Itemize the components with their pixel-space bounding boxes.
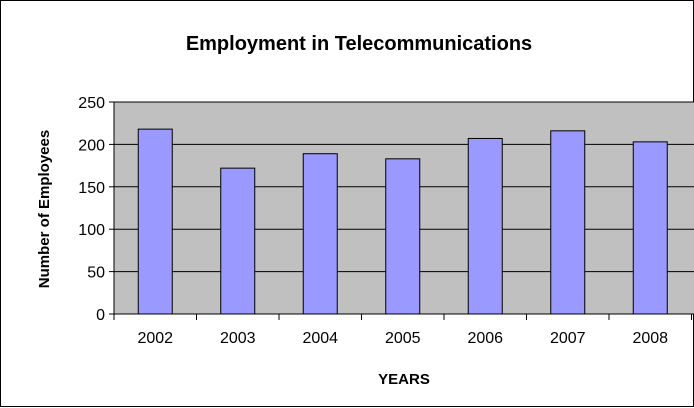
x-tick-label-2002: 2002	[137, 330, 173, 347]
bar-2003	[220, 167, 256, 315]
x-tick-label-2008: 2008	[632, 330, 668, 347]
x-tick-label-2005: 2005	[385, 330, 421, 347]
x-tick-labels: 2002 2003 2004 2005 2006 2007 2008	[137, 330, 668, 347]
y-tick-label-50: 50	[87, 265, 105, 282]
x-axis-label: YEARS	[378, 371, 430, 388]
y-tick-label-150: 150	[78, 180, 105, 197]
y-tick-label-200: 200	[78, 137, 105, 154]
bar-2007	[550, 130, 586, 315]
bar-2005	[385, 158, 421, 315]
bar-2002	[137, 128, 173, 315]
bars	[137, 128, 668, 315]
chart-title: Employment in Telecommunications	[186, 33, 532, 55]
y-tick-label-250: 250	[78, 95, 105, 112]
y-tick-labels: 0 50 100 150 200 250	[78, 95, 105, 324]
y-tick-label-0: 0	[96, 307, 105, 324]
x-tick-label-2004: 2004	[302, 330, 338, 347]
y-axis-label: Number of Employees	[36, 130, 53, 288]
x-tick-label-2007: 2007	[550, 330, 586, 347]
x-tick-label-2006: 2006	[467, 330, 503, 347]
bar-2004	[302, 153, 338, 315]
x-tick-label-2003: 2003	[220, 330, 256, 347]
bar-2006	[467, 137, 503, 315]
y-tick-label-100: 100	[78, 222, 105, 239]
axes	[109, 101, 694, 320]
bar-2008	[632, 141, 668, 315]
